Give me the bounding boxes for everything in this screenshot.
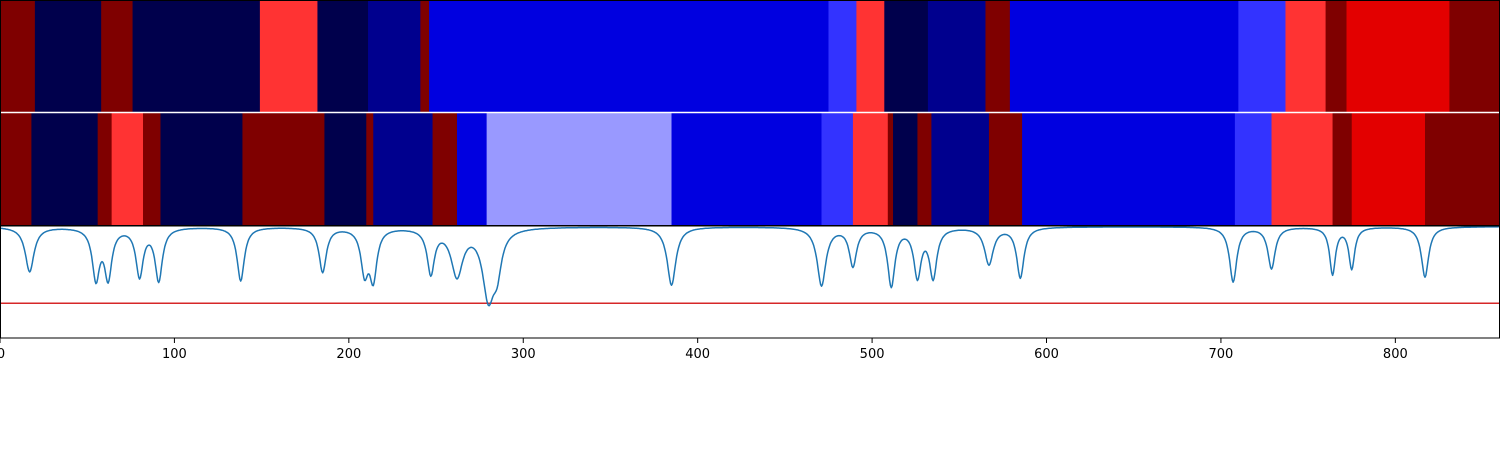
segment-2-3 bbox=[111, 113, 144, 225]
segment-2-24 bbox=[1332, 113, 1353, 225]
segment-2-6 bbox=[242, 113, 326, 225]
segment-2-7 bbox=[324, 113, 367, 225]
segment-2-1 bbox=[31, 113, 99, 225]
segment-1-3 bbox=[132, 0, 261, 112]
segment-1-14 bbox=[1009, 0, 1239, 112]
segment-2-10 bbox=[432, 113, 458, 225]
segment-2-14 bbox=[821, 113, 854, 225]
x-tick-label-700: 700 bbox=[1209, 347, 1234, 362]
line-plot-panel bbox=[0, 225, 1500, 339]
segment-1-8 bbox=[429, 0, 830, 112]
segment-2-4 bbox=[143, 113, 162, 225]
x-tick-label-0: 0 bbox=[0, 347, 5, 362]
segment-2-17 bbox=[893, 113, 919, 225]
segment-2-0 bbox=[0, 113, 32, 225]
segment-track-2 bbox=[0, 113, 1500, 225]
segment-1-11 bbox=[884, 0, 929, 112]
x-axis: 0 100 200 300 400 500 600 700 800 bbox=[0, 338, 1408, 362]
segment-2-26 bbox=[1425, 113, 1500, 225]
segment-2-2 bbox=[97, 113, 113, 225]
segment-2-16 bbox=[887, 113, 894, 225]
x-tick-label-300: 300 bbox=[511, 347, 536, 362]
segment-2-12 bbox=[486, 113, 673, 225]
segment-1-18 bbox=[1346, 0, 1451, 112]
segment-2-13 bbox=[671, 113, 823, 225]
segment-2-21 bbox=[1022, 113, 1236, 225]
segment-1-4 bbox=[259, 0, 319, 112]
segment-1-17 bbox=[1325, 0, 1348, 112]
segment-2-22 bbox=[1234, 113, 1273, 225]
x-tick-label-500: 500 bbox=[860, 347, 885, 362]
segment-1-13 bbox=[985, 0, 1011, 112]
segment-2-18 bbox=[917, 113, 932, 225]
segment-2-9 bbox=[373, 113, 434, 225]
segment-1-9 bbox=[828, 0, 857, 112]
segment-2-20 bbox=[988, 113, 1023, 225]
segment-2-11 bbox=[456, 113, 488, 225]
segment-2-5 bbox=[160, 113, 244, 225]
x-tick-label-600: 600 bbox=[1034, 347, 1059, 362]
segment-1-2 bbox=[101, 0, 134, 112]
x-tick-label-800: 800 bbox=[1383, 347, 1408, 362]
segment-1-0 bbox=[0, 0, 36, 112]
segment-1-1 bbox=[34, 0, 102, 112]
segment-1-15 bbox=[1238, 0, 1287, 112]
line-plot-frame bbox=[0, 225, 1500, 339]
segment-1-6 bbox=[368, 0, 421, 112]
segment-1-19 bbox=[1449, 0, 1500, 112]
segment-track-1 bbox=[0, 0, 1500, 112]
segment-1-5 bbox=[317, 0, 369, 112]
segment-1-16 bbox=[1285, 0, 1327, 112]
series-line bbox=[0, 226, 1500, 307]
segment-2-19 bbox=[931, 113, 990, 225]
segment-1-12 bbox=[927, 0, 987, 112]
x-tick-label-100: 100 bbox=[162, 347, 187, 362]
x-tick-label-400: 400 bbox=[685, 347, 710, 362]
segment-1-10 bbox=[856, 0, 885, 112]
segment-2-25 bbox=[1351, 113, 1426, 225]
segment-1-7 bbox=[420, 0, 430, 112]
x-tick-label-200: 200 bbox=[336, 347, 361, 362]
segment-2-15 bbox=[852, 113, 889, 225]
segment-2-8 bbox=[366, 113, 374, 225]
segment-2-23 bbox=[1271, 113, 1334, 225]
